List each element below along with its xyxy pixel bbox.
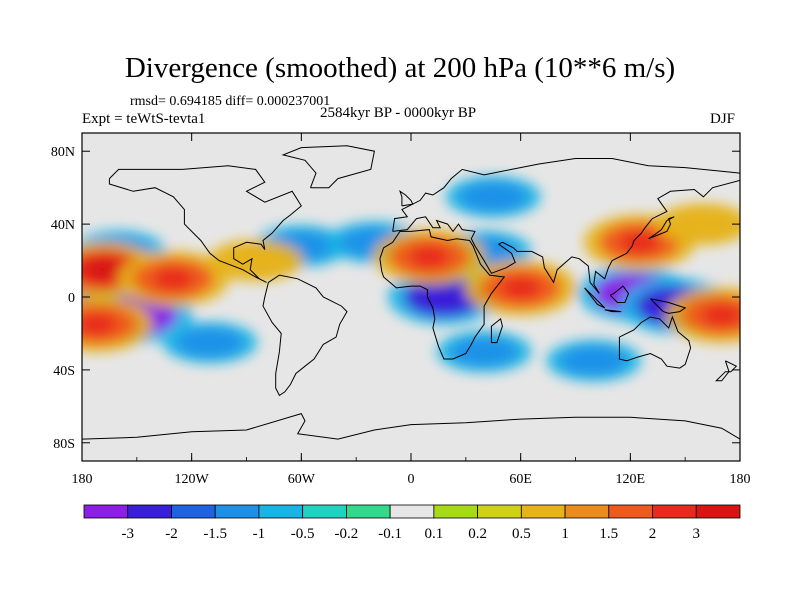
colorbar-label: 1 [561,526,569,542]
y-tick-label: 80S [53,437,75,452]
coastline [82,413,740,440]
colorbar-label: 2 [649,526,657,542]
coastline [584,287,606,309]
divergence-field [82,175,740,382]
coastline [609,285,630,303]
coastline [604,309,622,313]
colorbar-label: 3 [693,526,701,542]
colorbar-swatch [302,504,347,519]
colorbar-swatch [695,504,741,519]
coastline [399,190,414,207]
colorbar-label: -2 [165,526,178,542]
x-tick-label: 120W [175,472,210,487]
colorbar-label: 0.1 [424,526,443,542]
y-tick-label: 0 [68,291,75,306]
colorbar-swatch [214,504,260,519]
coastline [108,165,302,283]
colorbar-label: 1.5 [599,526,618,542]
coastline [262,274,348,397]
colorbar-swatch [433,504,479,519]
field-feature-core [500,276,541,299]
coastline [714,360,738,382]
y-tick-label: 40N [51,218,75,233]
x-axis: 180 120W 60W 0 60E 120E 180 [72,133,751,487]
coastline [392,158,740,294]
period-label: 2584kyr BP - 0000kyr BP [320,105,477,121]
field-feature-core [701,304,740,327]
colorbar-swatch [652,504,697,519]
colorbar-swatch [389,504,435,519]
stats-label: rmsd= 0.694185 diff= 0.000237001 [130,94,331,109]
colorbar-label: -0.2 [335,526,359,542]
colorbar-swatch [258,504,304,519]
coastline [618,315,692,369]
colorbar-swatch [171,504,216,519]
colorbar-label: 0.5 [512,526,531,542]
colorbar-swatch [345,504,391,519]
field-feature-core [153,267,194,290]
x-tick-label: 180 [72,472,93,487]
field-feature-core [619,231,660,254]
coastline [379,229,506,360]
colorbar-swatch [520,504,566,519]
x-tick-label: 180 [730,472,751,487]
colorbar-label: -0.1 [378,526,402,542]
colorbar-swatch [477,504,522,519]
colorbar-swatch [127,504,172,519]
y-tick-label: 80N [51,145,75,160]
season-label: DJF [710,111,736,127]
chart-title: Divergence (smoothed) at 200 hPa (10**6 … [124,52,676,84]
coastline [648,216,675,240]
colorbar-label: -0.5 [291,526,315,542]
field-feature [175,327,244,358]
field-feature [450,336,519,367]
x-tick-label: 0 [408,472,415,487]
field-feature [669,209,738,240]
colorbar-swatch [564,504,610,519]
field-feature [559,345,628,376]
x-tick-label: 60E [509,472,532,487]
colorbar-label: -3 [121,526,134,542]
colorbar-swatch [608,504,653,519]
field-feature [221,245,290,276]
experiment-label: Expt = teWtS-tevta1 [82,111,206,127]
field-feature-core [409,245,450,268]
colorbar-label: -1 [253,526,266,542]
field-feature-core [423,286,464,308]
coastline [281,145,375,189]
x-tick-label: 60W [288,472,316,487]
colorbar-label: 0.2 [468,526,487,542]
coastlines [82,145,740,440]
y-tick-label: 40S [53,364,75,379]
colorbar: -3 -2 -1.5 -1 -0.5 -0.2 -0.1 0.1 0.2 0.5 1 1.5 2 3 [83,504,741,542]
colorbar-label: -1.5 [203,526,227,542]
coastline [650,298,687,314]
field-feature [459,181,528,212]
field-feature-core [83,258,124,281]
y-axis: 80N 40N 0 40S 80S [51,145,740,452]
x-tick-label: 120E [616,472,646,487]
field-feature-core [82,313,117,336]
coastline [490,318,503,344]
colorbar-swatch [83,504,129,519]
